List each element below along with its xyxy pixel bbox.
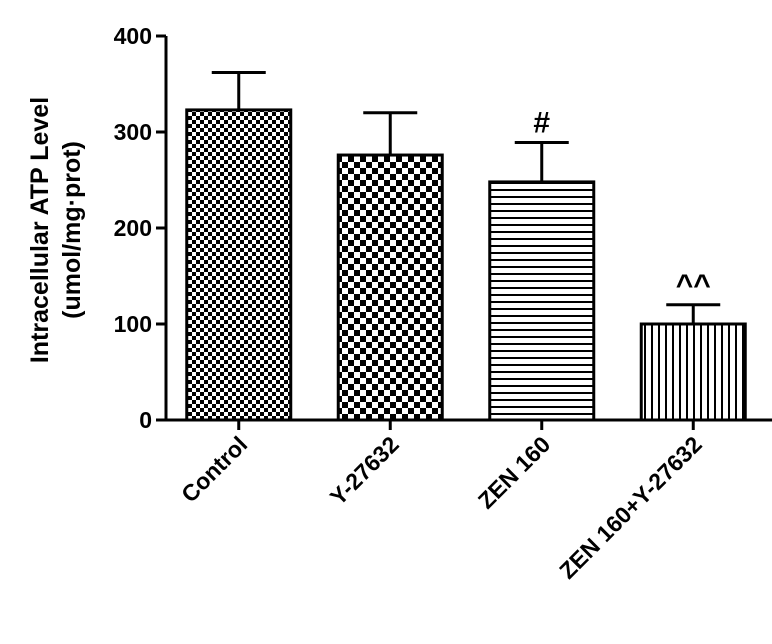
bar-3: [639, 322, 747, 422]
category-label-3: ZEN 160+Y-27632: [554, 431, 707, 584]
category-label-0: Control: [176, 431, 252, 507]
bar-0: [185, 108, 293, 422]
annotations-group: # ^^: [533, 107, 710, 302]
annotation-3: ^^: [676, 269, 711, 302]
y-tick-label-0: 0: [139, 407, 152, 433]
category-label-2: ZEN 160: [473, 431, 556, 514]
error-bars-group: [211, 70, 721, 324]
bars-group: [185, 108, 747, 422]
y-axis-title-line2: (umol/mg·prot): [58, 141, 86, 319]
y-tick-label-4: 400: [114, 23, 152, 49]
category-label-1: Y-27632: [325, 431, 404, 510]
annotation-2: #: [533, 107, 550, 140]
bar-2: [488, 180, 596, 422]
y-axis: 0 100 200 300 400: [114, 23, 168, 433]
y-tick-label-3: 300: [114, 119, 152, 145]
y-tick-label-2: 200: [114, 215, 152, 241]
y-axis-title-line1: Intracellular ATP Level: [26, 97, 54, 363]
bar-1: [336, 153, 444, 422]
y-axis-title: Intracellular ATP Level (umol/mg·prot): [26, 97, 86, 363]
y-tick-label-1: 100: [114, 311, 152, 337]
